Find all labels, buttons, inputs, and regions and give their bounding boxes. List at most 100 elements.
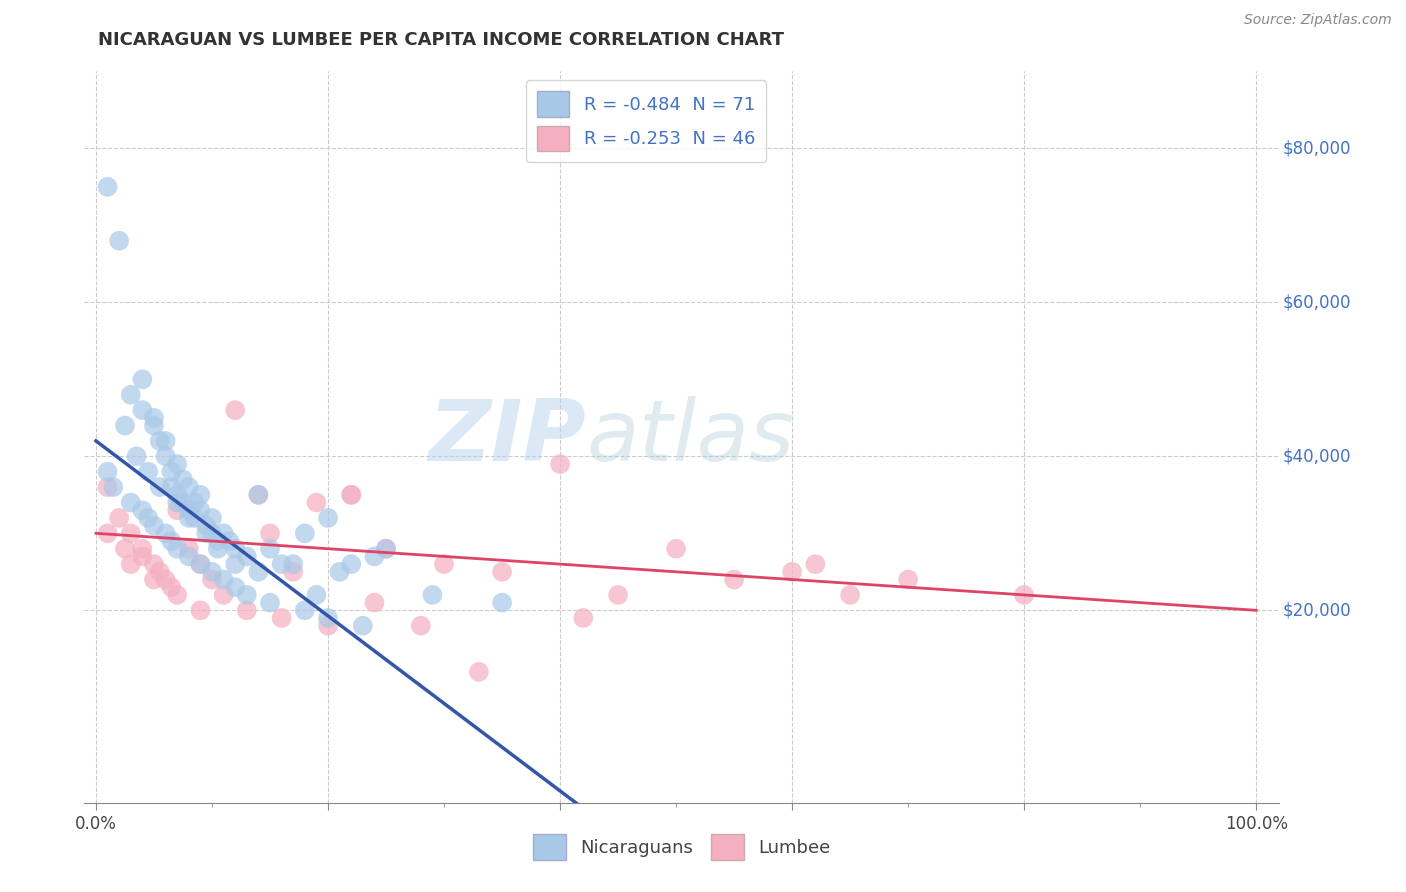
Point [190, 557, 212, 571]
Point [120, 557, 142, 571]
Point [195, 518, 218, 533]
Point [120, 388, 142, 402]
Point [190, 503, 212, 517]
Point [270, 557, 292, 571]
Point [149, 565, 172, 579]
Point [97, 526, 120, 541]
Point [97, 465, 120, 479]
Point [468, 665, 491, 679]
Point [120, 526, 142, 541]
Point [433, 557, 456, 571]
Point [316, 511, 339, 525]
Point [183, 495, 205, 509]
Point [190, 488, 212, 502]
Point [160, 465, 183, 479]
Point [363, 549, 385, 564]
Point [143, 518, 166, 533]
Point [352, 618, 374, 632]
Point [166, 588, 188, 602]
Point [201, 511, 224, 525]
Point [190, 603, 212, 617]
Point [160, 480, 183, 494]
Point [294, 603, 316, 617]
Point [177, 549, 200, 564]
Point [143, 557, 166, 571]
Point [143, 573, 166, 587]
Point [160, 534, 183, 549]
Point [572, 611, 595, 625]
Point [177, 541, 200, 556]
Point [236, 603, 259, 617]
Point [212, 573, 235, 587]
Point [224, 541, 246, 556]
Point [207, 534, 229, 549]
Point [548, 457, 571, 471]
Point [897, 573, 920, 587]
Point [422, 588, 444, 602]
Point [155, 573, 177, 587]
Point [97, 179, 120, 194]
Point [97, 480, 120, 494]
Point [316, 611, 339, 625]
Point [166, 488, 188, 502]
Point [166, 503, 188, 517]
Point [166, 541, 188, 556]
Point [131, 503, 153, 517]
Point [149, 480, 172, 494]
Point [108, 234, 131, 248]
Point [224, 403, 246, 417]
Point [177, 503, 200, 517]
Point [136, 511, 159, 525]
Point [172, 495, 194, 509]
Text: Source: ZipAtlas.com: Source: ZipAtlas.com [1244, 13, 1392, 28]
Point [103, 480, 125, 494]
Point [340, 488, 363, 502]
Point [804, 557, 827, 571]
Point [125, 450, 148, 464]
Text: atlas: atlas [586, 395, 794, 479]
Point [259, 526, 281, 541]
Point [1012, 588, 1035, 602]
Point [236, 549, 259, 564]
Point [131, 541, 153, 556]
Point [166, 457, 188, 471]
Point [375, 541, 398, 556]
Point [247, 565, 270, 579]
Point [247, 488, 270, 502]
Point [207, 541, 229, 556]
Point [375, 541, 398, 556]
Text: ZIP: ZIP [429, 395, 586, 479]
Point [172, 472, 194, 486]
Point [329, 565, 352, 579]
Point [218, 534, 240, 549]
Point [143, 410, 166, 425]
Point [155, 526, 177, 541]
Point [491, 596, 513, 610]
Point [183, 511, 205, 525]
Point [780, 565, 803, 579]
Point [212, 588, 235, 602]
Point [723, 573, 745, 587]
Point [201, 573, 224, 587]
Point [259, 541, 281, 556]
Point [409, 618, 432, 632]
Point [149, 434, 172, 448]
Text: $20,000: $20,000 [1284, 601, 1351, 619]
Point [224, 557, 246, 571]
Point [283, 557, 305, 571]
Point [131, 372, 153, 386]
Point [839, 588, 862, 602]
Point [120, 495, 142, 509]
Point [294, 526, 316, 541]
Point [166, 495, 188, 509]
Point [665, 541, 688, 556]
Point [114, 541, 136, 556]
Point [201, 565, 224, 579]
Point [247, 488, 270, 502]
Point [236, 588, 259, 602]
Point [131, 403, 153, 417]
Point [212, 526, 235, 541]
Point [305, 588, 328, 602]
Text: $80,000: $80,000 [1284, 139, 1351, 157]
Point [607, 588, 630, 602]
